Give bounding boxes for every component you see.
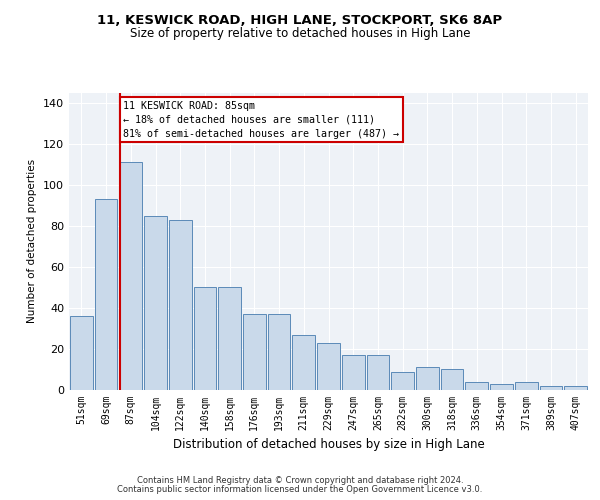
Bar	[317, 343, 340, 390]
Text: Size of property relative to detached houses in High Lane: Size of property relative to detached ho…	[130, 28, 470, 40]
Bar	[144, 216, 167, 390]
Text: Contains public sector information licensed under the Open Government Licence v3: Contains public sector information licen…	[118, 485, 482, 494]
Bar	[70, 316, 93, 390]
Bar	[367, 355, 389, 390]
Text: Contains HM Land Registry data © Crown copyright and database right 2024.: Contains HM Land Registry data © Crown c…	[137, 476, 463, 485]
Bar	[119, 162, 142, 390]
Bar	[218, 288, 241, 390]
Text: 11, KESWICK ROAD, HIGH LANE, STOCKPORT, SK6 8AP: 11, KESWICK ROAD, HIGH LANE, STOCKPORT, …	[97, 14, 503, 27]
Bar	[466, 382, 488, 390]
Bar	[441, 370, 463, 390]
Bar	[539, 386, 562, 390]
Bar	[342, 355, 365, 390]
Bar	[292, 334, 315, 390]
Text: 11 KESWICK ROAD: 85sqm
← 18% of detached houses are smaller (111)
81% of semi-de: 11 KESWICK ROAD: 85sqm ← 18% of detached…	[124, 100, 400, 138]
Bar	[268, 314, 290, 390]
Bar	[515, 382, 538, 390]
Bar	[564, 386, 587, 390]
Bar	[391, 372, 414, 390]
Y-axis label: Number of detached properties: Number of detached properties	[28, 159, 37, 324]
Bar	[416, 368, 439, 390]
Bar	[95, 199, 118, 390]
Bar	[243, 314, 266, 390]
Bar	[194, 288, 216, 390]
X-axis label: Distribution of detached houses by size in High Lane: Distribution of detached houses by size …	[173, 438, 484, 452]
Bar	[490, 384, 513, 390]
Bar	[169, 220, 191, 390]
